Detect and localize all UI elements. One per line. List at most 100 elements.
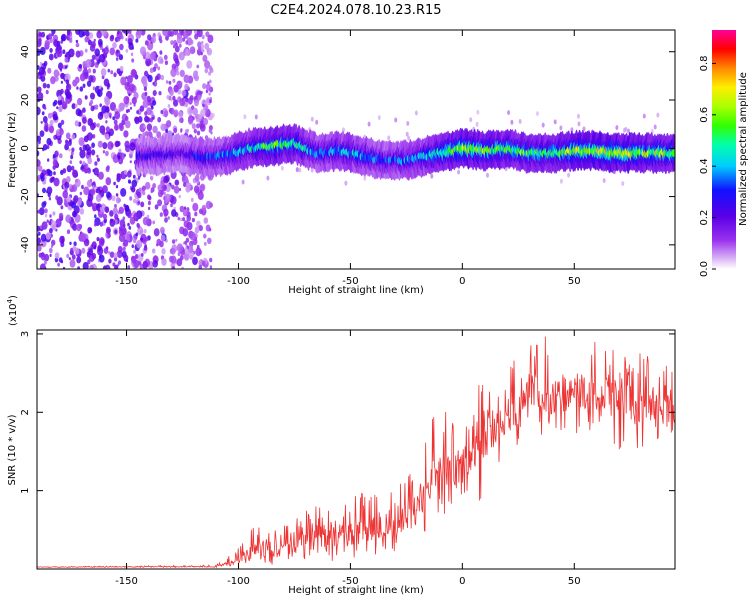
snr-y-multiplier: (x104): [6, 295, 19, 326]
spectrogram-noise-cell: [154, 204, 159, 210]
spectrogram-noise-cell: [96, 157, 100, 162]
spectrogram-noise-cell: [125, 120, 131, 129]
spectrogram-noise-cell: [70, 154, 74, 160]
spectrogram-noise-cell: [116, 68, 121, 74]
spectrogram-noise-cell: [157, 184, 163, 192]
spectrogram-noise-cell: [179, 205, 185, 213]
spectrogram-noise-cell: [43, 60, 48, 67]
spectrogram-noise-cell: [171, 184, 175, 190]
spectrogram-ridge-cell: [671, 149, 675, 157]
spectrogram-noise-cell: [60, 119, 65, 125]
spectrogram-noise-cell: [202, 83, 207, 90]
spectrogram-noise-cell: [405, 131, 409, 137]
spectrogram-noise-cell: [48, 197, 52, 201]
spectrogram-noise-cell: [94, 48, 100, 57]
spectrogram-noise-cell: [414, 110, 418, 116]
spectrogram-noise-cell: [118, 102, 125, 112]
spectrogram-noise-cell: [97, 38, 103, 46]
spectrogram-noise-cell: [154, 78, 157, 83]
spectrogram-noise-cell: [37, 225, 41, 232]
spectrogram-y-tick-label: 20: [20, 94, 31, 107]
spectrogram-noise-cell: [87, 157, 93, 165]
spectrogram-noise-cell: [105, 120, 108, 124]
spectrogram-noise-cell: [160, 180, 165, 187]
spectrogram-noise-cell: [99, 254, 105, 263]
spectrogram-noise-cell: [157, 66, 161, 71]
spectrogram-noise-cell: [129, 160, 132, 164]
spectrogram-noise-cell: [74, 103, 78, 108]
colorbar: 0.0 0.2 0.4 0.6 0.8 Normalized spectral ampl…: [699, 30, 749, 277]
spectrogram-noise-cell: [173, 30, 179, 36]
spectrogram-noise-cell: [180, 129, 183, 133]
spectrogram-noise-cell: [125, 174, 128, 178]
spectrogram-noise-cell: [81, 125, 87, 132]
spectrogram-noise-cell: [209, 99, 212, 104]
spectrogram-noise-cell: [178, 118, 182, 123]
spectrogram-noise-cell: [92, 68, 96, 74]
spectrogram-noise-cell: [196, 220, 201, 228]
spectrogram-noise-cell: [118, 233, 126, 243]
spectrogram-noise-cell: [167, 104, 171, 108]
spectrogram-noise-cell: [37, 244, 42, 252]
spectrogram-noise-cell: [144, 91, 148, 96]
spectrogram-noise-cell: [142, 99, 149, 108]
spectrogram-noise-cell: [199, 183, 206, 192]
spectrogram-noise-cell: [559, 178, 563, 184]
spectrogram-noise-cell: [104, 264, 111, 269]
spectrogram-y-tick-label: 0: [20, 145, 31, 151]
spectrogram-noise-cell: [151, 105, 154, 110]
spectrogram-noise-cell: [114, 256, 118, 262]
spectrogram-noise-cell: [457, 169, 461, 175]
spectrogram-noise-cell: [167, 216, 170, 220]
spectrogram-noise-cell: [209, 79, 212, 84]
spectrogram-noise-cell: [115, 57, 119, 61]
spectrogram-noise-cell: [79, 160, 82, 164]
spectrogram-noise-cell: [151, 36, 157, 44]
spectrogram-noise-cell: [101, 188, 105, 192]
spectrogram-noise-cell: [184, 48, 190, 56]
spectrogram-noise-cell: [185, 40, 189, 45]
spectrogram-noise-cell: [129, 101, 132, 106]
spectrogram-noise-cell: [310, 116, 314, 122]
spectrogram-noise-cell: [71, 254, 76, 260]
spectrogram-noise-cell: [172, 95, 176, 101]
spectrogram-noise-cell: [105, 150, 109, 157]
spectrogram-noise-cell: [39, 66, 45, 76]
spectrogram-noise-cell: [173, 185, 180, 194]
spectrogram-noise-cell: [653, 124, 657, 130]
spectrogram-noise-cell: [66, 253, 70, 258]
spectrogram-noise-cell: [133, 238, 137, 244]
spectrogram-noise-cell: [38, 32, 42, 37]
spectrogram-y-label: Frequency (Hz): [7, 112, 18, 188]
spectrogram-noise-cell: [108, 258, 112, 264]
spectrogram-noise-cell: [58, 62, 64, 70]
spectrogram-noise-cell: [97, 111, 104, 120]
spectrogram-noise-cell: [160, 110, 164, 114]
spectrogram-noise-cell: [60, 205, 64, 210]
spectrogram-noise-cell: [190, 39, 194, 45]
spectrogram-noise-cell: [49, 214, 52, 218]
spectrogram-noise-cell: [119, 43, 124, 51]
spectrogram-noise-cell: [196, 64, 200, 69]
spectrogram-noise-cell: [171, 209, 177, 217]
spectrogram-noise-cell: [173, 99, 178, 106]
spectrogram-noise-cell: [122, 247, 126, 252]
spectrogram-noise-cell: [66, 176, 71, 183]
spectrogram-noise-cell: [126, 170, 132, 178]
spectrogram-noise-cell: [170, 40, 174, 46]
spectrogram-noise-cell: [82, 107, 86, 113]
spectrogram-noise-cell: [104, 106, 110, 114]
spectrogram-noise-cell: [74, 178, 81, 188]
spectrogram-noise-cell: [48, 221, 52, 226]
spectrogram-noise-cell: [60, 40, 63, 44]
spectrogram-noise-cell: [117, 263, 120, 267]
spectrogram-noise-cell: [39, 130, 45, 138]
spectrogram-noise-cell: [104, 206, 108, 212]
snr-x-tick-label: 50: [568, 576, 581, 587]
spectrogram-noise-cell: [541, 122, 545, 128]
spectrogram-noise-cell: [176, 86, 179, 91]
spectrogram-noise-cell: [98, 30, 101, 35]
spectrogram-noise-cell: [197, 41, 202, 48]
spectrogram-noise-cell: [157, 189, 164, 198]
